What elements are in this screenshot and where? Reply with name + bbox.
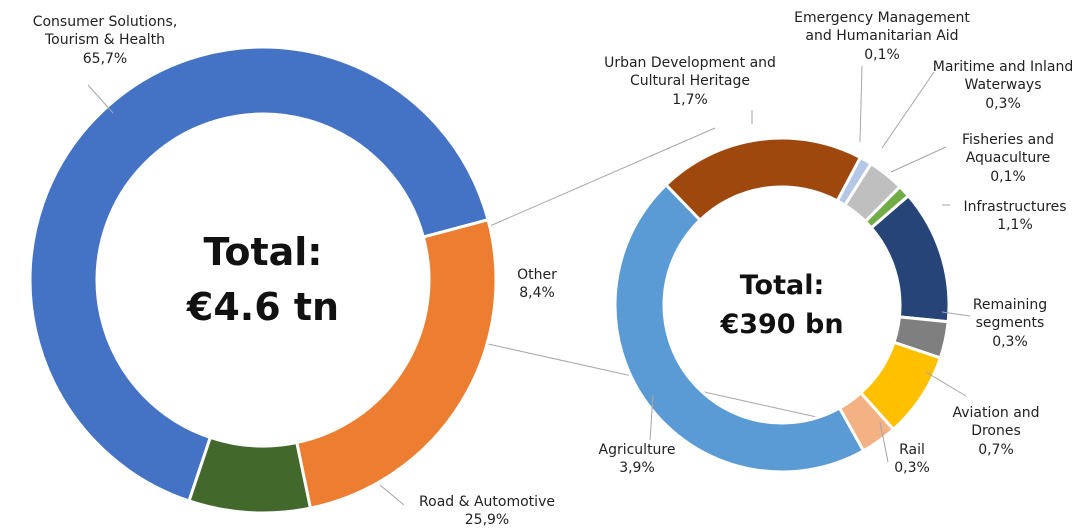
- category-label: Infrastructures: [963, 198, 1067, 215]
- segment-label: Road & Automotive 25,9%: [419, 493, 555, 530]
- category-label: Emergency Management and Humanitarian Ai…: [794, 9, 970, 45]
- leader-line: [379, 484, 405, 506]
- category-label: Urban Development and Cultural Heritage: [604, 54, 776, 90]
- segment-label: Maritime and Inland Waterways 0,3%: [933, 58, 1073, 114]
- leader-line: [649, 394, 654, 441]
- leader-line: [881, 71, 935, 149]
- category-label: Remaining segments: [972, 296, 1048, 332]
- leader-line: [859, 65, 863, 143]
- segment-label: Emergency Management and Humanitarian Ai…: [794, 9, 970, 65]
- segment-label: Infrastructures 1,1%: [963, 198, 1066, 235]
- category-label: Fisheries and Aquaculture: [961, 131, 1055, 167]
- value-label: 0,3%: [992, 333, 1028, 350]
- category-label: Rail: [899, 441, 925, 458]
- value-label: 0,7%: [978, 441, 1014, 458]
- segment-label: Remaining segments 0,3%: [973, 296, 1047, 352]
- value-label: 0,1%: [864, 46, 900, 63]
- value-label: 3,9%: [619, 460, 655, 476]
- segment-label: Other 8,4%: [517, 266, 557, 303]
- value-label: 0,3%: [985, 95, 1021, 112]
- category-label: Agriculture: [598, 441, 676, 458]
- category-label: Maritime and Inland Waterways: [932, 58, 1074, 94]
- value-label: 0,3%: [894, 460, 930, 476]
- donut-segment: [187, 435, 313, 515]
- leader-line: [925, 371, 967, 397]
- value-label: 25,9%: [464, 512, 510, 528]
- connector-line: [482, 127, 716, 230]
- donut-segment: [28, 45, 490, 503]
- leader-line: [890, 146, 947, 173]
- value-label: 0,1%: [990, 168, 1026, 185]
- center-text: Total: €4.6 tn: [186, 229, 340, 329]
- donut-segment: [613, 182, 866, 474]
- segment-label: Consumer Solutions, Tourism & Health 65,7…: [33, 13, 178, 69]
- leader-line: [879, 421, 889, 463]
- segment-label: Agriculture 3,9%: [599, 441, 676, 478]
- value-label: 1,1%: [997, 217, 1033, 233]
- value-label: 1,7%: [672, 91, 708, 108]
- category-label: Aviation and Drones: [952, 404, 1040, 440]
- segment-label: Aviation and Drones 0,7%: [952, 404, 1039, 460]
- segment-label: Rail 0,3%: [894, 441, 930, 478]
- leader-line: [87, 84, 114, 114]
- value-label: 65,7%: [82, 50, 128, 67]
- value-label: 8,4%: [519, 285, 555, 301]
- category-label: Other: [517, 266, 557, 283]
- center-text: Total: €390 bn: [720, 269, 844, 340]
- segment-label: Urban Development and Cultural Heritage 1…: [604, 54, 776, 110]
- donut-segment: [663, 136, 863, 223]
- category-label: Consumer Solutions, Tourism & Health: [32, 13, 178, 49]
- leader-line: [941, 311, 971, 317]
- segment-label: Fisheries and Aquaculture 0,1%: [962, 131, 1054, 187]
- category-label: Road & Automotive: [419, 493, 555, 510]
